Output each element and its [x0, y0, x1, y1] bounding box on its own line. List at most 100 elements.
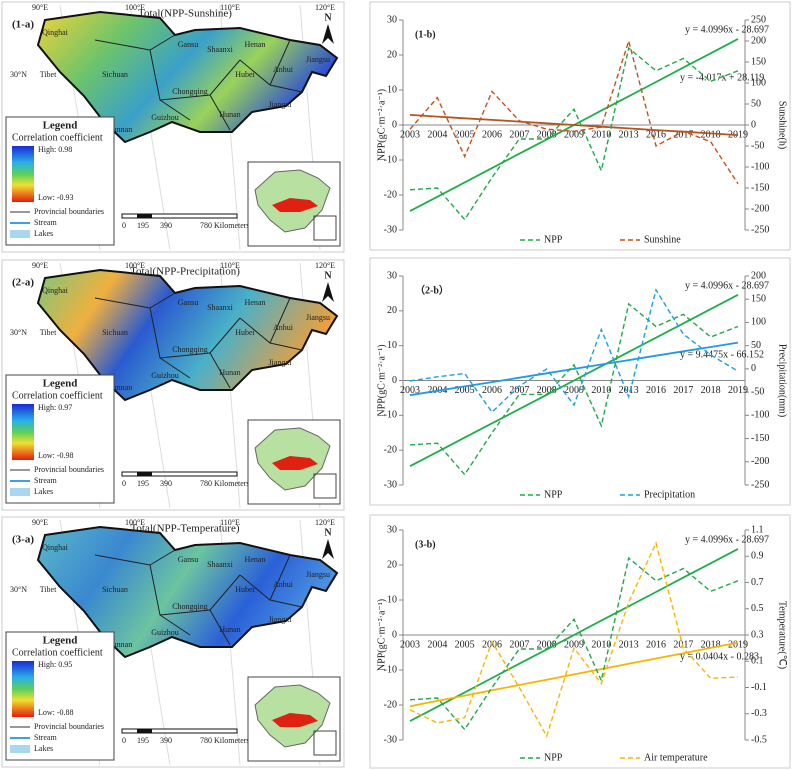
y2-tick-label: 250: [751, 14, 766, 25]
legend-subtitle: Correlation coefficient: [12, 132, 103, 143]
legend-ramp: [12, 661, 34, 717]
x-tick-label: 2017: [673, 639, 693, 650]
scale-bar: [121, 213, 238, 219]
scale-bar-seg: [137, 472, 152, 476]
province-boundary: [269, 297, 291, 344]
province-label: Qinghai: [42, 28, 69, 37]
scale-label: 195: [137, 221, 149, 230]
province-label: Sichuan: [102, 328, 128, 337]
x-tick-label: 2018: [701, 129, 721, 140]
x-tick-label: 2019: [728, 639, 748, 650]
province-label: Hunan: [219, 625, 240, 634]
legend-title: Legend: [43, 378, 78, 390]
lon-label: 110°E: [220, 261, 240, 270]
province-label: Tibet: [40, 585, 57, 594]
panel-label: (2-a): [12, 277, 34, 289]
y2-tick-label: -0.3: [751, 708, 767, 719]
province-label: Sichuan: [102, 70, 128, 79]
trend-equation: y = 4.0996x - 28.697: [685, 280, 769, 291]
province-label: Chongqing: [172, 602, 208, 611]
y-tick-label: 10: [387, 84, 397, 95]
province-label: Jiangsu: [306, 313, 330, 322]
y-tick-label: 10: [387, 340, 397, 351]
chart-frame: [369, 514, 791, 769]
province-label: Chongqing: [172, 87, 208, 96]
y-tick-label: -20: [384, 444, 397, 455]
province-label: Sichuan: [102, 585, 128, 594]
x-tick-label: 2008: [537, 129, 557, 140]
x-tick-label: 2016: [646, 129, 666, 140]
province-label: Hubei: [235, 70, 255, 79]
x-tick-label: 2003: [400, 385, 420, 396]
y-tick-label: 0: [392, 629, 397, 640]
north-arrow-shape: [322, 539, 334, 559]
y2-tick-label: -0.5: [751, 734, 767, 745]
legend-label: NPP: [544, 489, 563, 500]
lon-label: 100°E: [125, 518, 145, 527]
x-tick-label: 2010: [591, 639, 611, 650]
inset-box: [313, 473, 337, 499]
x-tick-label: 2016: [646, 639, 666, 650]
x-tick-label: 2010: [591, 385, 611, 396]
scale-label: 195: [137, 736, 149, 745]
x-tick-label: 2019: [728, 385, 748, 396]
province-label: Hubei: [235, 585, 255, 594]
scale-label: 0: [122, 736, 126, 745]
province-label: Guizhou: [151, 371, 179, 380]
legend-high: High: 0.97: [38, 403, 72, 412]
province-label: Jiangsu: [306, 55, 330, 64]
lon-label: 90°E: [32, 518, 48, 527]
province-label: Henan: [245, 40, 266, 49]
y2-tick-label: 0.9: [751, 551, 764, 562]
legend-item: Provincial boundaries: [34, 722, 104, 731]
scale-label: 390: [160, 221, 172, 230]
y2-tick-label: 200: [751, 35, 766, 46]
map-title: Total(NPP-Sunshine): [138, 8, 232, 20]
province-boundary: [209, 609, 231, 646]
x-tick-label: 2006: [482, 385, 502, 396]
panel-label: （2-b）: [415, 283, 449, 296]
scale-bar: [121, 471, 238, 477]
lon-label: 100°E: [125, 3, 145, 12]
legend-item: Provincial boundaries: [34, 465, 104, 474]
north-arrow-shape: [322, 24, 334, 44]
trend-line: [409, 548, 739, 722]
trend-equation: y = 4.0996x - 28.697: [685, 24, 769, 35]
series-line: [409, 46, 739, 221]
y2-tick-label: 0.7: [751, 577, 764, 588]
province-label: Gansu: [178, 298, 198, 307]
province-boundary: [209, 352, 231, 389]
scale-label: 390: [160, 736, 172, 745]
legend-low: Low: -0.98: [38, 451, 74, 460]
lon-label: 90°E: [32, 261, 48, 270]
province-label: Qinghai: [42, 543, 69, 552]
province-label: Shaanxi: [207, 560, 234, 569]
legend-title: Legend: [43, 120, 78, 132]
map-panel: 90°E100°E110°E120°E30°N20°N(3-a)Total(NP…: [1, 516, 345, 768]
lat-label: 30°N: [10, 585, 27, 594]
inset-box: [313, 215, 337, 241]
inset-basin: [272, 198, 318, 212]
legend-item: Lakes: [34, 229, 53, 238]
province-label: Jiangxi: [268, 100, 292, 109]
x-tick-label: 2004: [427, 639, 447, 650]
legend-title: Legend: [43, 635, 78, 647]
y-tick-label: 0: [392, 375, 397, 386]
y2-tick-label: -50: [751, 140, 764, 151]
province-boundary: [269, 39, 291, 86]
trend-line: [409, 641, 739, 708]
y-tick-label: -10: [384, 154, 397, 165]
y-tick-label: 30: [387, 14, 397, 25]
legend-subtitle: Correlation coefficient: [12, 647, 103, 658]
y-tick-label: 20: [387, 559, 397, 570]
lon-label: 120°E: [315, 3, 335, 12]
scale-label: 0: [122, 479, 126, 488]
x-tick-label: 2006: [482, 639, 502, 650]
x-tick-label: 2007: [509, 385, 529, 396]
x-tick-label: 2017: [673, 129, 693, 140]
y2-tick-label: -50: [751, 386, 764, 397]
x-tick-label: 2017: [673, 385, 693, 396]
panel-label: (3-a): [12, 534, 34, 546]
x-tick-label: 2005: [455, 385, 475, 396]
x-tick-label: 2006: [482, 129, 502, 140]
